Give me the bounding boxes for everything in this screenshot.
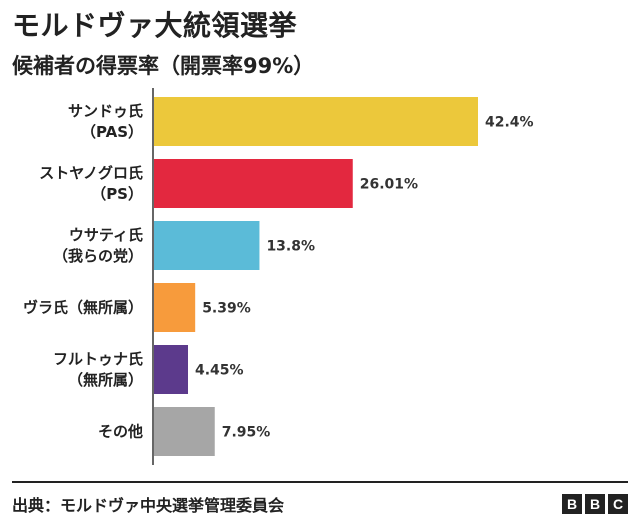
bar [154,159,353,208]
category-label-line: フルトゥナ氏 [53,350,143,368]
category-label: その他 [98,423,143,441]
category-label: ストヤノグロ氏 （PS） [39,164,143,203]
category-label-line: （無所属） [68,371,143,389]
bar [154,407,215,456]
value-label: 5.39% [202,301,251,317]
category-label: ヴラ氏（無所属） [23,299,143,317]
bbc-logo: B B C [562,494,628,514]
logo-letter: B [562,494,582,514]
bar [154,345,189,394]
bar [154,221,260,270]
category-label-line: サンドゥ氏 [68,102,143,120]
category-label-line: （PAS） [81,123,143,141]
value-label: 26.01% [360,177,418,193]
bar [154,97,478,146]
source-note: 出典：モルドヴァ中央選挙管理委員会 [12,496,285,515]
value-label: 42.4% [485,115,534,131]
value-label: 4.45% [195,363,244,379]
chart-title: モルドヴァ大統領選挙 [12,9,298,42]
logo-letter: C [608,494,628,514]
category-label-line: （PS） [91,185,143,203]
category-label-line: その他 [98,423,143,441]
chart-subtitle: 候補者の得票率（開票率99%） [12,54,315,78]
footer-divider [12,481,628,483]
bar-group: 42.4% サンドゥ氏 （PAS） 26.01% ストヤノグロ氏 （PS） 13.8% ウサテ… [23,97,534,456]
value-label: 13.8% [266,239,315,255]
value-label: 7.95% [222,425,271,441]
category-label: フルトゥナ氏 （無所属） [53,350,143,389]
category-label-line: ウサティ氏 [69,226,143,244]
category-label: ウサティ氏 （我らの党） [53,226,143,265]
category-label: サンドゥ氏 （PAS） [68,102,143,141]
category-label-line: ストヤノグロ氏 [39,164,143,182]
category-label-line: （我らの党） [53,247,143,265]
bar [154,283,196,332]
logo-letter: B [585,494,605,514]
category-label-line: ヴラ氏（無所属） [23,299,143,317]
